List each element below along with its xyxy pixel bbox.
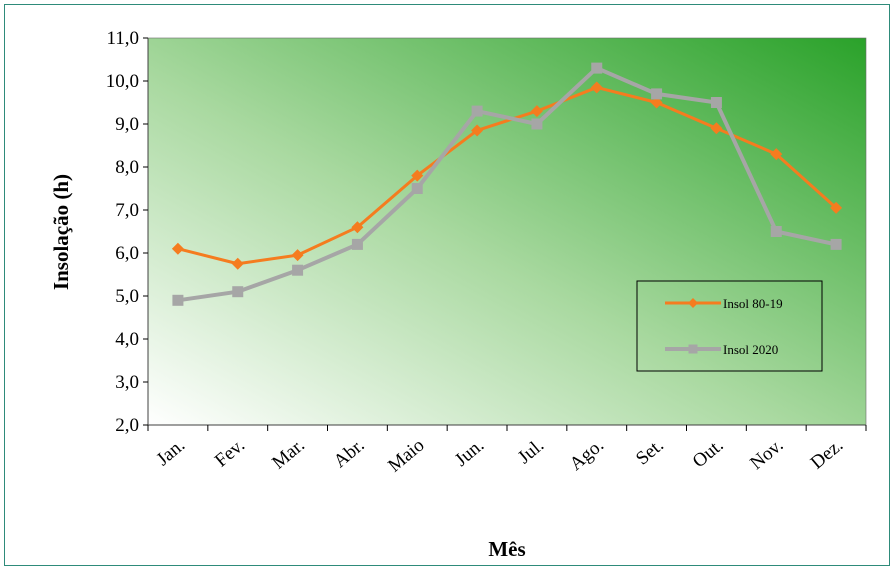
- data-point-diamond: [171, 242, 184, 255]
- data-point-diamond: [530, 105, 543, 118]
- data-point-square: [232, 286, 244, 298]
- x-tick-label: Nov.: [746, 435, 787, 474]
- legend-marker-diamond: [688, 298, 698, 308]
- legend: Insol 80-19 Insol 2020: [636, 280, 823, 372]
- legend-label: Insol 80-19: [723, 296, 783, 311]
- data-point-square: [651, 88, 663, 100]
- series-line: [177, 66, 837, 303]
- x-tick-labels: Jan. Fev. Mar. Abr. Maio Jun. Jul. Ago. Set. Out.…: [153, 435, 848, 477]
- legend-marker-square: [688, 344, 698, 354]
- data-point-diamond: [650, 96, 663, 109]
- data-point-diamond: [351, 221, 364, 234]
- legend-box: [636, 280, 823, 372]
- y-tick-label: 7,0: [115, 200, 139, 221]
- x-tick-label: Set.: [632, 435, 668, 470]
- y-tick-label: 4,0: [115, 329, 139, 350]
- y-tick-label: 2,0: [115, 415, 139, 436]
- data-point-diamond: [710, 122, 723, 135]
- legend-label: Insol 2020: [723, 342, 778, 357]
- y-tick-label: 9,0: [115, 114, 139, 135]
- data-point-diamond: [291, 249, 304, 262]
- data-point-diamond: [411, 169, 424, 182]
- x-tick-label: Jul.: [514, 435, 548, 468]
- x-tick-label: Ago.: [566, 435, 608, 475]
- y-axis-title: Insolação (h): [49, 174, 73, 290]
- data-point-square: [292, 264, 304, 276]
- data-point-diamond: [471, 124, 484, 137]
- data-point-square: [411, 183, 423, 194]
- data-point-square: [770, 226, 782, 237]
- x-tick-label: Dez.: [807, 435, 848, 474]
- data-point-square: [830, 238, 842, 250]
- y-tick-labels: 2,0 3,0 4,0 5,0 6,0 7,0 8,0 9,0 10,0 11,0: [106, 28, 139, 436]
- series-lines: [171, 62, 843, 306]
- x-tick-label: Fev.: [211, 435, 249, 472]
- data-point-diamond: [830, 201, 843, 214]
- x-tick-label: Mar.: [268, 435, 309, 474]
- data-point-square: [531, 118, 543, 130]
- data-point-diamond: [770, 148, 783, 161]
- y-tick-label: 10,0: [106, 71, 139, 92]
- data-point-square: [591, 62, 603, 74]
- x-tick-label: Maio: [384, 435, 428, 477]
- data-point-square: [172, 294, 184, 306]
- x-tick-label: Jan.: [153, 435, 190, 470]
- axes: [143, 37, 867, 431]
- data-point-diamond: [231, 257, 244, 270]
- data-point-square: [710, 97, 722, 108]
- data-point-diamond: [590, 81, 603, 94]
- y-tick-label: 11,0: [106, 28, 139, 49]
- x-axis-title: Mês: [488, 537, 525, 561]
- plot-area: [148, 38, 866, 425]
- x-tick-label: Out.: [689, 435, 728, 472]
- series-line: [177, 85, 838, 266]
- x-tick-label: Abr.: [330, 435, 369, 472]
- data-point-square: [471, 105, 483, 117]
- y-tick-label: 3,0: [115, 372, 139, 393]
- y-tick-label: 5,0: [115, 286, 139, 307]
- x-tick-label: Jun.: [451, 435, 488, 471]
- data-point-square: [351, 238, 363, 250]
- y-tick-label: 6,0: [115, 243, 139, 264]
- y-tick-label: 8,0: [115, 157, 139, 178]
